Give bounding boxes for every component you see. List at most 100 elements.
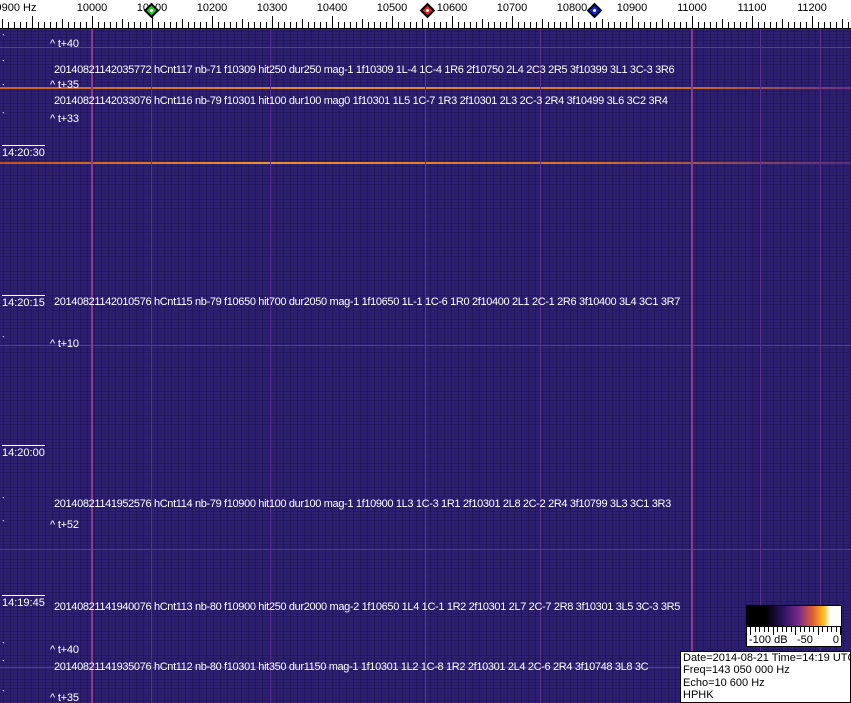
time-label: 14:20:30 bbox=[2, 145, 45, 159]
axis-tick bbox=[86, 22, 87, 28]
axis-tick bbox=[68, 22, 69, 28]
axis-tick bbox=[608, 22, 609, 28]
axis-tick bbox=[302, 19, 303, 28]
axis-tick bbox=[512, 16, 513, 28]
axis-tick-label: 10000 bbox=[76, 2, 108, 14]
colorbar-gradient bbox=[747, 606, 841, 626]
axis-tick bbox=[530, 22, 531, 28]
axis-tick bbox=[338, 22, 339, 28]
colorbar-scale: -100 dB -50 0 bbox=[747, 626, 841, 646]
carrier-line bbox=[540, 29, 541, 703]
time-offset: ^ t+35 bbox=[50, 692, 79, 703]
axis-tick bbox=[620, 22, 621, 28]
axis-tick bbox=[152, 16, 153, 28]
axis-tick bbox=[2, 19, 3, 28]
axis-tick bbox=[752, 16, 753, 28]
axis-tick bbox=[554, 22, 555, 28]
axis-tick bbox=[170, 22, 171, 28]
blue-marker-icon[interactable] bbox=[586, 2, 603, 19]
axis-tick bbox=[494, 22, 495, 28]
axis-tick bbox=[392, 16, 393, 28]
axis-tick bbox=[686, 22, 687, 28]
time-offset: ^ t+52 bbox=[50, 519, 79, 531]
axis-tick bbox=[428, 22, 429, 28]
axis-tick bbox=[806, 22, 807, 28]
axis-tick bbox=[56, 22, 57, 28]
colorbar-tick bbox=[826, 627, 828, 632]
axis-tick bbox=[182, 19, 183, 28]
tick-mark: ` bbox=[2, 335, 5, 345]
axis-tick bbox=[110, 22, 111, 28]
axis-tick bbox=[848, 22, 849, 28]
colorbar-tick bbox=[790, 627, 792, 632]
axis-tick bbox=[728, 22, 729, 28]
axis-tick bbox=[14, 22, 15, 28]
axis-tick bbox=[362, 19, 363, 28]
colorbar-tick bbox=[799, 627, 801, 632]
spectrogram[interactable]: ` ` ` ` ` ` ` ` ` ` 14:20:30 14:20:15 14… bbox=[0, 29, 851, 703]
detection-line: 20140821141935076 hCnt112 nb-80 f10301 h… bbox=[54, 661, 649, 673]
axis-tick bbox=[638, 22, 639, 28]
detection-line: 20140821141952576 hCnt114 nb-79 f10900 h… bbox=[54, 498, 671, 510]
axis-tick bbox=[650, 22, 651, 28]
axis-tick bbox=[542, 19, 543, 28]
axis-tick-label: 10800 bbox=[556, 2, 588, 14]
carrier-line bbox=[425, 29, 426, 703]
axis-tick bbox=[350, 22, 351, 28]
axis-tick bbox=[224, 22, 225, 28]
axis-tick bbox=[344, 22, 345, 28]
frequency: Freq=143 050 000 Hz bbox=[683, 664, 790, 677]
axis-tick bbox=[332, 16, 333, 28]
axis-tick bbox=[500, 22, 501, 28]
axis-tick bbox=[788, 22, 789, 28]
axis-tick bbox=[824, 22, 825, 28]
tick-mark: ` bbox=[2, 59, 5, 69]
detection-line: 20140821142010576 hCnt115 nb-79 f10650 h… bbox=[54, 296, 680, 308]
axis-tick bbox=[38, 22, 39, 28]
axis-tick-label: 11100 bbox=[737, 2, 767, 14]
tick-mark: ` bbox=[2, 641, 5, 651]
axis-tick bbox=[734, 22, 735, 28]
time-label: 14:19:45 bbox=[2, 595, 45, 609]
colorbar-tick bbox=[804, 627, 805, 632]
axis-tick bbox=[470, 22, 471, 28]
axis-tick bbox=[602, 19, 603, 28]
axis-tick bbox=[98, 22, 99, 28]
axis-tick bbox=[590, 22, 591, 28]
axis-tick bbox=[248, 22, 249, 28]
axis-tick bbox=[140, 22, 141, 28]
time-offset: ^ t+40 bbox=[50, 38, 79, 50]
detection-line: 20140821142033076 hCnt116 nb-79 f10301 h… bbox=[54, 95, 668, 107]
axis-tick bbox=[644, 22, 645, 28]
detection-line: 20140821141940076 hCnt113 nb-80 f10900 h… bbox=[54, 601, 680, 613]
red-marker-icon[interactable] bbox=[419, 2, 436, 19]
axis-tick bbox=[482, 19, 483, 28]
axis-tick bbox=[770, 22, 771, 28]
axis-tick bbox=[566, 22, 567, 28]
axis-tick bbox=[158, 22, 159, 28]
axis-tick bbox=[236, 22, 237, 28]
axis-tick bbox=[290, 22, 291, 28]
axis-tick bbox=[368, 22, 369, 28]
axis-tick bbox=[398, 22, 399, 28]
axis-tick bbox=[596, 22, 597, 28]
time-offset: ^ t+40 bbox=[50, 644, 79, 656]
carrier-line bbox=[691, 29, 693, 703]
carrier-line bbox=[270, 29, 271, 703]
axis-tick bbox=[716, 22, 717, 28]
axis-tick bbox=[452, 16, 453, 28]
axis-tick bbox=[416, 22, 417, 28]
carrier-line bbox=[151, 29, 152, 703]
tick-mark: ` bbox=[2, 689, 5, 699]
axis-tick bbox=[488, 22, 489, 28]
axis-tick bbox=[656, 22, 657, 28]
axis-tick bbox=[320, 22, 321, 28]
station-name: HPHK bbox=[683, 688, 714, 701]
axis-tick bbox=[260, 22, 261, 28]
colorbar-tick bbox=[835, 627, 837, 632]
carrier-line bbox=[91, 29, 93, 703]
axis-tick bbox=[548, 22, 549, 28]
axis-tick-label: 10900 bbox=[616, 2, 648, 14]
axis-tick bbox=[314, 22, 315, 28]
axis-tick bbox=[326, 22, 327, 28]
